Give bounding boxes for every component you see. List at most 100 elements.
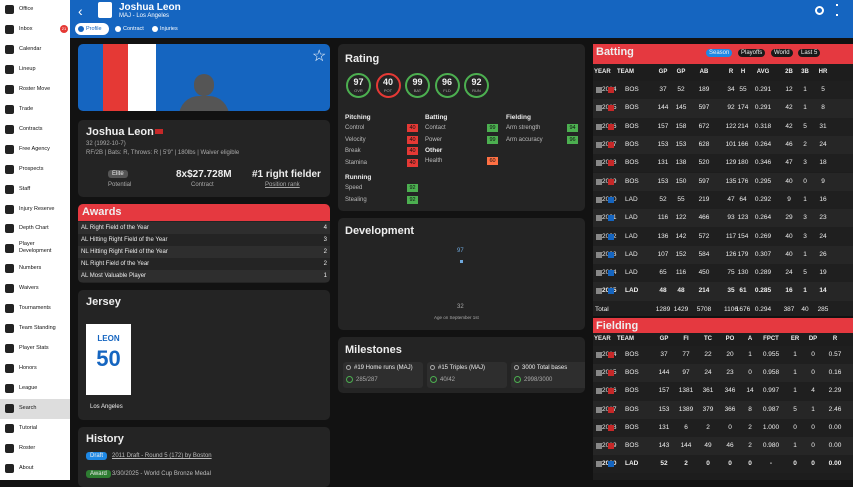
nav-item[interactable]: Honors [0,359,70,379]
nav-item[interactable]: Injury Reserve [0,200,70,220]
table-cell: 144 [657,104,669,112]
award-count: 1 [323,273,327,279]
nav-item[interactable]: Calendar [0,40,70,60]
table-cell: 3 [803,232,807,240]
nav-label: Team Standing [19,325,56,332]
position-rank-label[interactable]: Position rank [265,182,300,188]
rating-label: FLD [443,88,451,93]
team-logo [608,370,614,377]
jersey-card: Jersey LEON 50 Los Angeles [78,290,330,420]
tab[interactable]: Contract [112,23,146,35]
attr-value: 99 [487,124,498,132]
row-icon [596,370,602,377]
milestone-progress: 2998/3000 [524,377,553,383]
attr-value: 40 [407,158,418,167]
table-cell: 75 [727,269,735,277]
nav-item[interactable]: Free Agency [0,140,70,160]
nav-item[interactable]: Tournaments [0,299,70,319]
table-cell: 0.00 [828,442,842,450]
column-header: R [832,336,838,342]
row-icon [596,424,602,431]
table-cell: LAD [625,232,638,240]
team-logo [608,388,614,395]
row-icon [596,270,602,277]
row-icon [596,352,602,359]
nav-item[interactable]: About [0,459,70,479]
table-cell: 153 [657,177,669,185]
nav-item[interactable]: Prospects [0,160,70,180]
nav-item[interactable]: Player Stats [0,339,70,359]
table-cell: 520 [698,159,710,167]
table-cell: 131 [657,159,669,167]
nav-item[interactable]: Staff [0,180,70,200]
history-card: History Draft 2011 Draft - Round 5 (172) b… [78,427,330,487]
nav-label: Free Agency [19,145,50,152]
nav-item[interactable]: Roster [0,439,70,459]
team-logo [608,443,614,450]
back-button[interactable]: ‹ [78,3,83,19]
filter[interactable]: Last 5 [798,49,821,57]
favorite-button[interactable]: ☆ [312,48,327,65]
table-cell: 52 [660,460,668,468]
column-header: GP [658,69,668,75]
filter[interactable]: World [771,49,793,57]
batting-title: Batting [596,46,634,58]
award-name: NL Right Field of the Year [81,261,150,267]
player-name: Joshua Leon [119,2,181,13]
milestones-card: Milestones #19 Home runs (MAJ) 285/287 #15 … [338,337,585,393]
nav-item[interactable]: Inbox 21 [0,20,70,40]
menu-button[interactable] [836,4,838,16]
nav-badge: 21 [60,24,68,33]
nav-item[interactable]: Trade [0,100,70,120]
tab[interactable]: Profile [75,23,109,35]
details: RF/2B | Bats: R, Throws: R | 5'9" | 180l… [86,150,240,156]
nav-item[interactable]: Office [0,0,70,20]
table-cell: 48 [677,287,685,295]
filter[interactable]: Season [706,49,733,57]
nav-item[interactable]: League [0,379,70,399]
nav-item[interactable]: Roster Move [0,80,70,100]
nav-label: Prospects [19,165,44,172]
nav-item[interactable]: Player Development [0,239,70,259]
nav-item[interactable]: Search [0,399,70,419]
nav-item[interactable]: Tutorial [0,419,70,439]
table-cell: 0.264 [754,214,772,222]
nav-item[interactable]: Waivers [0,279,70,299]
table-cell: 154 [737,232,749,240]
column-header: A [747,336,753,342]
nav-item[interactable]: Numbers [0,259,70,279]
award-count: 4 [323,225,327,231]
nav-icon [5,144,14,154]
table-cell: 0 [811,369,815,377]
column-header: DP [808,336,818,342]
table-cell: BOS [625,122,639,130]
history-text[interactable]: 2011 Draft - Round 5 (172) by Boston [112,453,212,459]
nav-item[interactable]: Team Standing [0,319,70,339]
tab[interactable]: Injuries [149,23,183,35]
milestone: 3000 Total bases 2998/3000 [511,362,585,388]
table-cell: 1 [793,369,797,377]
table-cell: 153 [658,405,670,413]
table-cell: 174 [737,104,749,112]
nav-item[interactable]: Contracts [0,120,70,140]
table-cell: BOS [625,387,639,395]
table-cell: - [769,460,773,468]
table-cell: 0 [793,460,797,468]
filter[interactable]: Playoffs [738,49,766,57]
table-cell: 16 [785,287,793,295]
team-logo [608,105,614,112]
row-icon [596,443,602,450]
table-cell: 18 [819,159,827,167]
search-button[interactable] [815,6,824,15]
table-cell: 92 [727,104,735,112]
nav-label: Injury Reserve [19,205,55,212]
attr-value: 96 [567,135,578,144]
nav-item[interactable]: Depth Chart [0,219,70,239]
nav-item[interactable]: Lineup [0,60,70,80]
table-cell: 24 [704,369,712,377]
